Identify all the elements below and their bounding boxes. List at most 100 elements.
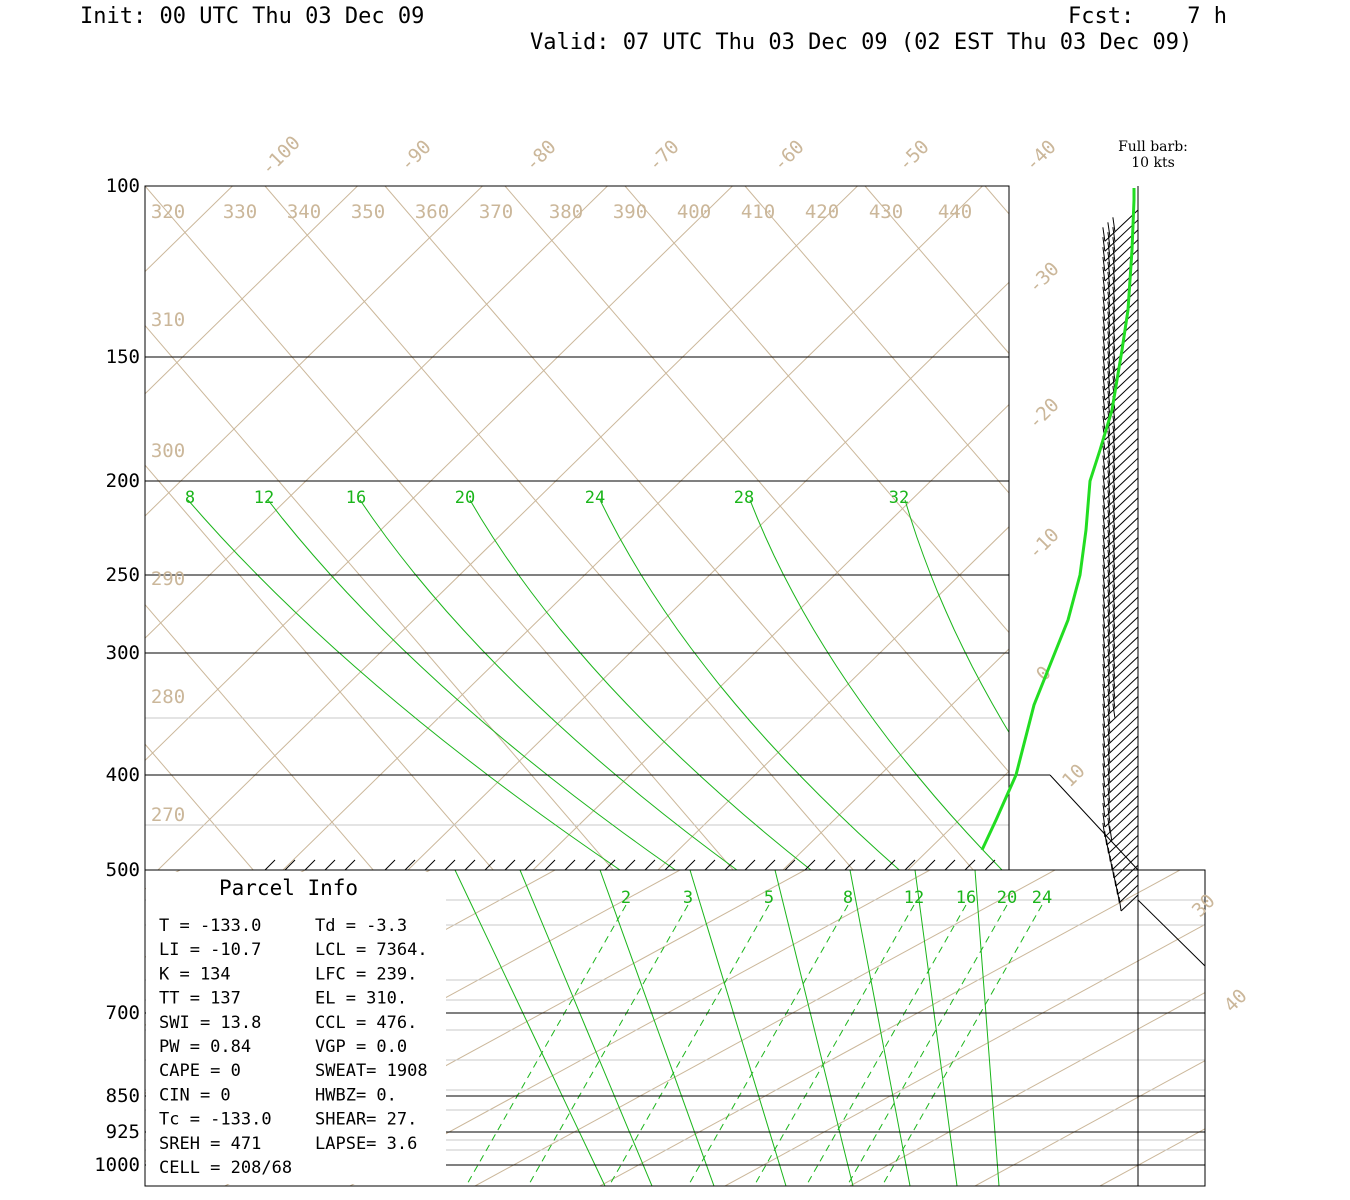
barb-flag	[1102, 306, 1106, 321]
wind-barb	[1102, 666, 1139, 699]
barb-flag	[1107, 728, 1111, 743]
isotherm-line	[599, 870, 1181, 1186]
barb-staff	[1104, 795, 1139, 828]
barb-flag	[1107, 659, 1111, 674]
barb-flag	[1107, 619, 1111, 634]
wind-barb	[1102, 457, 1139, 490]
parcel-row-right: HWBZ= 0.	[315, 1085, 397, 1105]
dry-adiabat-line	[864, 186, 1009, 355]
barb-flag	[1107, 559, 1111, 574]
parcel-row-left: CIN = 0	[159, 1085, 231, 1105]
pressure-tick-200: 200	[106, 470, 140, 492]
barb-flag	[1112, 485, 1116, 500]
wind-barb	[1102, 596, 1139, 629]
isotherm-label: -50	[894, 136, 934, 176]
barb-flag	[1102, 733, 1106, 748]
isotherm-line	[282, 186, 984, 870]
barb-staff	[1104, 725, 1139, 758]
barb-flag	[1112, 505, 1116, 520]
hatch-mark	[724, 859, 736, 871]
moist-adiabat	[849, 870, 911, 1186]
pressure-tick-850: 850	[106, 1085, 140, 1107]
barb-staff	[1104, 765, 1139, 798]
parcel-row-left: TT = 137	[159, 989, 241, 1009]
barb-flag	[1107, 321, 1111, 336]
hatch-mark	[844, 859, 856, 871]
wind-barb	[1102, 765, 1139, 798]
dry-adiabat-line	[744, 186, 1009, 494]
barb-flag	[1112, 227, 1116, 242]
barb-flag	[1102, 544, 1106, 560]
wind-barb	[1102, 547, 1139, 580]
moist-adiabat-label: 24	[585, 488, 605, 508]
barb-flag	[1112, 246, 1116, 262]
wind-barb	[1102, 626, 1139, 659]
barb-staff	[1106, 815, 1139, 846]
barb-flag	[1112, 256, 1116, 272]
wind-barb	[1102, 269, 1139, 302]
isotherm-line	[0, 120, 50, 1000]
barb-key-line2: 10 kts	[1131, 155, 1175, 171]
wind-barb	[1102, 676, 1139, 709]
wind-barb	[1102, 487, 1139, 520]
barb-flag	[1102, 803, 1106, 818]
isotherm-line	[145, 186, 484, 517]
parcel-row-left: CAPE = 0	[159, 1061, 241, 1081]
parcel-row-right: VGP = 0.0	[315, 1037, 407, 1057]
wind-barb	[1102, 308, 1139, 341]
hatch-mark	[424, 859, 436, 871]
moist-adiabat	[749, 499, 1003, 870]
barb-flag	[1102, 743, 1106, 758]
barb-staff	[1104, 437, 1139, 470]
moist-adiabat	[599, 870, 715, 1186]
parcel-row-right: Td = -3.3	[315, 916, 407, 936]
barb-staff	[1104, 348, 1139, 381]
isotherm-line	[1150, 120, 1350, 1000]
barb-flag	[1107, 520, 1111, 535]
barb-flag	[1102, 604, 1106, 619]
barb-flag	[1107, 341, 1111, 356]
barb-flag	[1104, 831, 1108, 846]
barb-flag	[1112, 654, 1116, 669]
dry-adiabat-line	[145, 464, 494, 870]
barb-staff	[1104, 586, 1139, 619]
barb-flag	[1112, 316, 1116, 331]
barb-flag	[1102, 793, 1106, 808]
hatch-mark	[604, 859, 616, 871]
wind-barb	[1102, 358, 1139, 391]
barb-flag	[1112, 554, 1116, 569]
barb-flag	[1112, 425, 1116, 440]
mixing-ratio-label: 8	[843, 888, 853, 908]
parcel-info-box	[146, 872, 446, 1184]
theta-label: 370	[479, 201, 513, 223]
theta-label: 400	[677, 201, 711, 223]
hatch-mark	[284, 859, 296, 871]
barb-staff	[1111, 844, 1139, 871]
barb-staff	[1104, 398, 1139, 431]
barb-flag	[1107, 639, 1111, 654]
barb-flag	[1102, 783, 1106, 798]
barb-flag	[1107, 271, 1111, 286]
wind-barb	[1116, 884, 1139, 904]
isotherm-line	[157, 186, 859, 870]
theta-label: 420	[805, 201, 839, 223]
barb-flag	[1102, 346, 1106, 361]
barb-flag	[1107, 281, 1111, 296]
barb-staff	[1104, 298, 1139, 331]
hatch-mark	[764, 859, 776, 871]
barb-flag	[1112, 564, 1116, 579]
mixing-ratio-line	[608, 904, 770, 1186]
barb-flag	[1107, 242, 1111, 257]
barb-staff	[1104, 428, 1139, 461]
barb-flag	[1102, 316, 1106, 331]
dry-adiabat-line	[264, 186, 854, 870]
parcel-row-left: K = 134	[159, 964, 231, 984]
frame-edge	[1137, 899, 1206, 967]
barb-flag	[1102, 336, 1106, 351]
dry-adiabat-line	[145, 743, 254, 870]
barb-flag	[1102, 366, 1106, 381]
isotherm-line	[474, 870, 1056, 1186]
barb-flag	[1102, 276, 1106, 291]
barb-staff	[1104, 785, 1139, 818]
barb-flag	[1107, 758, 1111, 773]
